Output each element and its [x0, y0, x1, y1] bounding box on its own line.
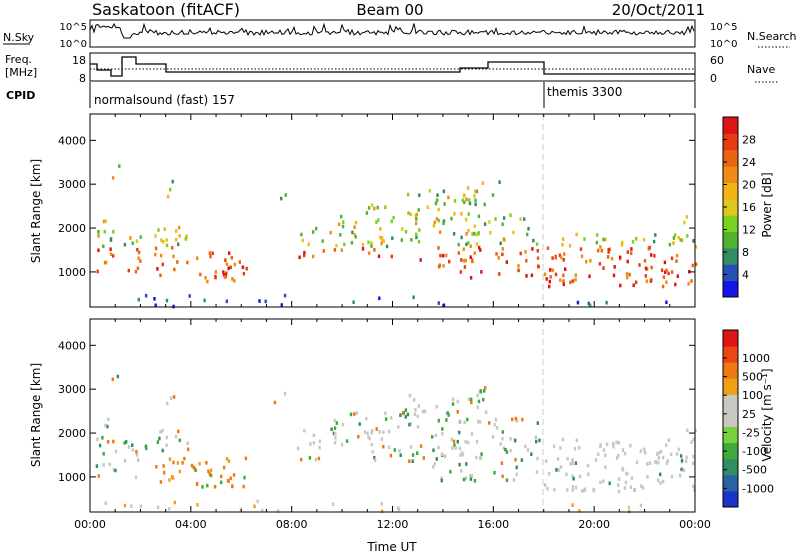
colorbar-tick-label: -25: [742, 426, 760, 439]
freq-trace: [90, 56, 695, 77]
colorbar-segment: [723, 247, 738, 265]
velocity-colorbar-title: Velocity [m s⁻¹]: [760, 368, 774, 461]
colorbar-segment: [723, 410, 738, 428]
ytick-label: 2000: [58, 222, 86, 235]
date-title: 20/Oct/2011: [612, 1, 705, 19]
ytick-label: 4000: [58, 134, 86, 147]
ytick-label: 3000: [58, 383, 86, 396]
cpid-label: CPID: [6, 89, 35, 102]
colorbar-segment: [723, 490, 738, 508]
colorbar-segment: [723, 346, 738, 363]
colorbar-tick-label: 4: [742, 269, 749, 282]
ytick-label: 2000: [58, 427, 86, 440]
cpid-segment-themis: themis 3300: [547, 85, 622, 99]
freq-label-1: Freq.: [5, 53, 32, 66]
colorbar-tick-label: 12: [742, 224, 756, 237]
colorbar-segment: [723, 182, 738, 200]
colorbar-segment: [723, 330, 738, 347]
xtick-label: 00:00: [74, 518, 106, 531]
xtick-label: 04:00: [175, 518, 207, 531]
colorbar-segment: [723, 264, 738, 282]
station-title: Saskatoon (fitACF): [92, 0, 240, 19]
colorbar-segment: [723, 117, 738, 134]
power-heatmap: [96, 164, 698, 309]
colorbar-segment: [723, 378, 738, 395]
nsky-label: N.Sky: [3, 31, 35, 44]
colorbar-segment: [723, 280, 738, 298]
xtick-label: 16:00: [477, 518, 509, 531]
cpid-row: CPID normalsound (fast) 157 themis 3300: [6, 82, 696, 108]
velocity-ylabel: Slant Range [km]: [29, 363, 43, 467]
ytick-label: 1000: [58, 471, 86, 484]
freq-tick-bottom: 8: [79, 72, 86, 85]
colorbar-tick-label: -100: [742, 445, 767, 458]
colorbar-tick-label: 1000: [742, 352, 770, 365]
nsearch-tick-bottom: 10^0: [710, 39, 737, 50]
beam-title: Beam 00: [356, 1, 423, 19]
colorbar-segment: [723, 166, 738, 183]
freq-panel: Freq. [MHz] 18 8 60 0 Nave: [5, 52, 778, 85]
nsky-trace: [89, 22, 695, 39]
ytick-label: 3000: [58, 178, 86, 191]
freq-label-2: [MHz]: [5, 66, 37, 79]
colorbar-segment: [723, 394, 738, 411]
power-panel: 1000 2000 3000 4000 Slant Range [km] 4 8 12 16…: [29, 113, 774, 309]
ytick-label: 1000: [58, 266, 86, 279]
power-colorbar: 4 8 12 16 20 24 28: [722, 116, 756, 298]
velocity-heatmap: [95, 374, 697, 514]
nave-label: Nave: [747, 63, 775, 76]
nave-tick-top: 60: [710, 54, 724, 67]
colorbar-tick-label: 20: [742, 179, 756, 192]
nsky-panel: N.Sky 10^5 10^0 10^5 10^0 N.Search: [3, 19, 797, 50]
colorbar-segment: [723, 231, 738, 249]
colorbar-tick-label: 25: [742, 408, 756, 421]
colorbar-segment: [723, 442, 738, 460]
nsearch-label: N.Search: [747, 30, 797, 43]
xtick-label: 20:00: [578, 518, 610, 531]
xtick-label: 00:00: [679, 518, 711, 531]
power-ylabel: Slant Range [km]: [29, 159, 43, 263]
cpid-segment-normalsound: normalsound (fast) 157: [94, 93, 235, 107]
colorbar-tick-label: 24: [742, 156, 756, 169]
colorbar-segment: [723, 474, 738, 492]
colorbar-tick-label: -500: [742, 464, 767, 477]
velocity-panel: 1000 2000 3000 4000 00:00 04:00 08:00 12:00 16:0…: [29, 318, 774, 554]
colorbar-tick-label: 100: [742, 389, 763, 402]
velocity-colorbar: 1000 500 100 25 -25 -100 -500 -1000: [722, 329, 774, 508]
freq-tick-top: 18: [72, 54, 86, 67]
colorbar-segment: [723, 458, 738, 476]
velocity-xlabel: Time UT: [366, 540, 417, 554]
nsky-tick-top: 10^5: [60, 22, 87, 33]
nave-tick-bottom: 0: [710, 72, 717, 85]
xtick-label: 08:00: [276, 518, 308, 531]
colorbar-segment: [723, 149, 738, 167]
nsearch-tick-top: 10^5: [710, 22, 737, 33]
nsky-tick-bottom: 10^0: [60, 39, 87, 50]
colorbar-tick-label: 16: [742, 201, 756, 214]
colorbar-tick-label: 500: [742, 371, 763, 384]
colorbar-segment: [723, 198, 738, 216]
colorbar-segment: [723, 362, 738, 379]
colorbar-tick-label: -1000: [742, 482, 774, 495]
power-colorbar-title: Power [dB]: [760, 172, 774, 237]
colorbar-segment: [723, 426, 738, 444]
ytick-label: 4000: [58, 339, 86, 352]
xtick-label: 12:00: [377, 518, 409, 531]
colorbar-segment: [723, 215, 738, 233]
colorbar-tick-label: 28: [742, 134, 756, 147]
colorbar-tick-label: 8: [742, 246, 749, 259]
colorbar-segment: [723, 133, 738, 151]
